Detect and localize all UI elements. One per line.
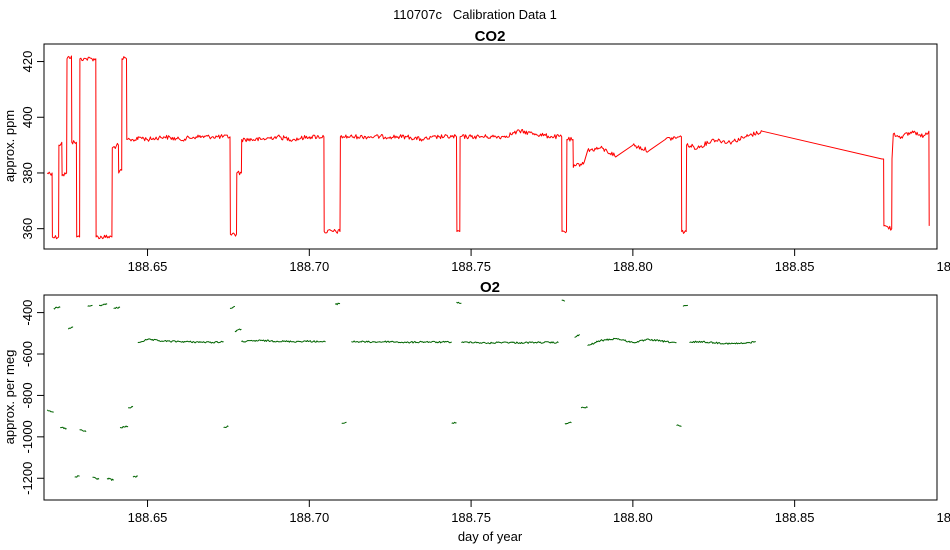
o2-x-tick-label: 188.80 <box>613 510 653 525</box>
o2-series-line <box>241 339 326 343</box>
o2-series-line <box>128 405 134 409</box>
co2-y-tick-label: 400 <box>20 106 35 128</box>
o2-series-line <box>67 326 74 330</box>
co2-x-tick-label: 188.75 <box>451 259 491 274</box>
o2-panel-title: O2 <box>480 279 500 296</box>
o2-series-line <box>580 406 588 409</box>
o2-y-axis: -1200 -1000 -800 -600 -400 <box>20 300 44 495</box>
o2-series-line <box>451 421 457 424</box>
o2-series-line <box>461 341 559 345</box>
o2-x-axis: 188.65 188.70 188.75 188.80 188.85 188.90 <box>128 500 950 525</box>
o2-series-line <box>46 409 54 413</box>
co2-panel: CO2 approx. ppm 188.65 188.70 188.75 188.80… <box>2 28 950 274</box>
co2-y-axis-label: approx. ppm <box>2 110 17 182</box>
o2-series-line <box>234 328 242 333</box>
o2-series-line <box>137 338 224 344</box>
co2-x-tick-label: 188.80 <box>613 259 653 274</box>
o2-y-tick-label: -1000 <box>20 420 35 453</box>
o2-series-line <box>229 305 236 309</box>
co2-plot-frame <box>43 43 938 250</box>
co2-x-tick-label: 188.65 <box>128 259 168 274</box>
co2-x-tick-label: 188.70 <box>289 259 329 274</box>
co2-y-tick-label: 360 <box>20 218 35 240</box>
o2-series-line <box>79 429 87 433</box>
o2-y-axis-label: approx. per meg <box>2 350 17 445</box>
co2-x-axis: 188.65 188.70 188.75 188.80 188.85 188.90 <box>128 249 950 274</box>
o2-series-line <box>587 337 677 347</box>
o2-series-line <box>106 477 114 481</box>
o2-series-line <box>113 306 121 309</box>
o2-series-line <box>682 304 688 307</box>
o2-series-line <box>99 303 108 307</box>
o2-series-line <box>561 299 566 302</box>
o2-series-line <box>689 340 756 345</box>
o2-series-line <box>351 340 452 344</box>
o2-x-tick-label: 188.90 <box>937 510 950 525</box>
o2-x-tick-label: 188.75 <box>451 510 491 525</box>
co2-x-tick-label: 188.85 <box>775 259 815 274</box>
o2-series-line <box>456 301 462 304</box>
o2-series-line <box>334 302 341 306</box>
o2-x-tick-label: 188.70 <box>289 510 329 525</box>
co2-series <box>46 55 930 240</box>
o2-series-line <box>119 425 129 429</box>
o2-series-line <box>574 334 580 338</box>
o2-series-line <box>60 426 67 430</box>
o2-series-line <box>341 421 347 424</box>
o2-panel: O2 approx. per meg day of year 188.65 188… <box>2 279 950 544</box>
co2-y-tick-label: 420 <box>20 51 35 73</box>
o2-y-tick-label: -1200 <box>20 462 35 495</box>
o2-y-tick-label: -600 <box>20 341 35 367</box>
o2-y-tick-label: -800 <box>20 382 35 408</box>
o2-series-line <box>87 304 93 307</box>
co2-y-axis: 360 380 400 420 <box>20 51 44 240</box>
co2-x-tick-label: 188.90 <box>937 259 950 274</box>
o2-x-tick-label: 188.65 <box>128 510 168 525</box>
o2-plot-frame <box>43 294 938 501</box>
co2-y-tick-label: 380 <box>20 162 35 184</box>
o2-series-line <box>676 424 682 427</box>
o2-series-line <box>564 421 572 425</box>
o2-y-tick-label: -400 <box>20 300 35 326</box>
o2-series-line <box>92 476 100 480</box>
co2-series-line <box>46 55 930 240</box>
o2-series-line <box>53 306 61 310</box>
co2-panel-title: CO2 <box>475 28 506 45</box>
o2-series-line <box>223 425 229 428</box>
o2-series-line <box>132 475 138 478</box>
o2-series <box>46 299 756 481</box>
o2-x-tick-label: 188.85 <box>775 510 815 525</box>
o2-series-line <box>74 475 80 478</box>
figure-title: 110707c Calibration Data 1 <box>393 7 557 22</box>
o2-x-axis-label: day of year <box>458 529 523 544</box>
